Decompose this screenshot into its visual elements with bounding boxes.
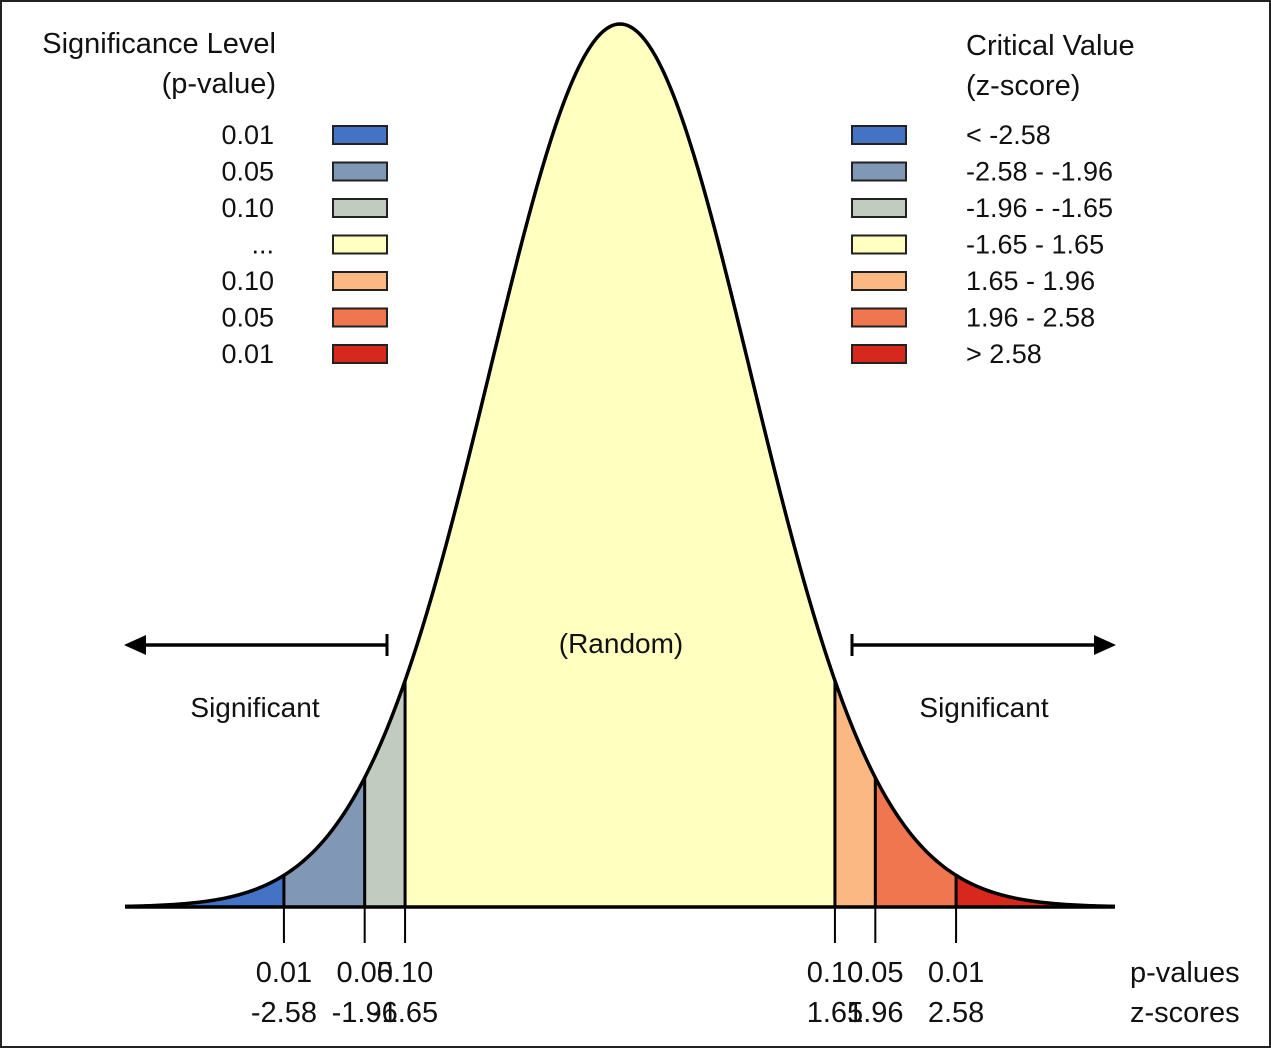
threshold-z-label-6: 2.58 [928, 997, 984, 1029]
bell-curve-outline [124, 22, 1116, 909]
legend-left-label-7: 0.01 [221, 339, 274, 369]
threshold-p-label-6: 0.01 [928, 957, 984, 989]
legend-right-label-1: < -2.58 [966, 120, 1051, 150]
significant-right-arrow [850, 634, 1116, 656]
threshold-p-label-4: 0.10 [807, 957, 863, 989]
threshold-z-label-3: -1.65 [372, 997, 438, 1029]
legend-significance-level: Significance Level (p-value) 0.01 0.05 0.1… [42, 28, 388, 369]
legend-right-label-6: 1.96 - 2.58 [966, 303, 1095, 333]
legend-right-swatch-5 [851, 271, 907, 291]
legend-right-label-4: -1.65 - 1.65 [966, 230, 1104, 260]
legend-right-subtitle: (z-score) [966, 70, 1080, 102]
legend-right-label-3: -1.96 - -1.65 [966, 193, 1113, 223]
threshold-p-label-3: 0.10 [377, 957, 433, 989]
threshold-p-label-5: 0.05 [847, 957, 903, 989]
legend-right-swatch-7 [851, 344, 907, 364]
legend-left-label-1: 0.01 [221, 120, 274, 150]
legend-left-label-3: 0.10 [221, 193, 274, 223]
legend-left-title: Significance Level [42, 28, 276, 60]
legend-right-label-2: -2.58 - -1.96 [966, 157, 1113, 187]
curve-region-3 [364, 680, 406, 907]
legend-left-label-6: 0.05 [221, 303, 274, 333]
legend-right-swatch-2 [851, 161, 907, 182]
threshold-dividers [282, 680, 958, 907]
legend-right-title: Critical Value [966, 30, 1135, 62]
significant-left-label: Significant [190, 692, 319, 723]
curve-region-5 [834, 680, 876, 907]
curve-region-1 [125, 875, 284, 907]
significant-left-arrow [124, 634, 389, 656]
legend-left-label-4: ... [251, 230, 274, 260]
significant-right-label: Significant [919, 692, 1048, 723]
legend-left-entries: 0.01 0.05 0.10... 0.10 0.05 0.01 [221, 120, 388, 369]
legend-critical-value: Critical Value (z-score) < -2.58 -2.58 - … [851, 30, 1135, 369]
legend-left-swatch-1 [332, 125, 388, 145]
legend-left-label-5: 0.10 [221, 266, 274, 296]
legend-left-swatch-3 [332, 198, 388, 218]
legend-right-swatch-6 [851, 307, 907, 328]
threshold-z-label-1: -2.58 [251, 997, 317, 1029]
z-scores-row-label: z-scores [1130, 997, 1240, 1029]
legend-left-label-2: 0.05 [221, 157, 274, 187]
threshold-p-label-1: 0.01 [256, 957, 312, 989]
threshold-z-label-5: 1.96 [847, 997, 903, 1029]
legend-left-swatch-4 [332, 234, 388, 255]
legend-left-swatch-5 [332, 271, 388, 291]
legend-right-swatch-4 [851, 234, 907, 255]
legend-right-entries: < -2.58 -2.58 - -1.96 -1.96 - -1.65 -1.65 -… [851, 120, 1113, 369]
threshold-ticks [282, 907, 958, 943]
legend-right-swatch-1 [851, 125, 907, 145]
legend-left-swatch-6 [332, 307, 388, 328]
p-values-row-label: p-values [1130, 957, 1240, 989]
legend-right-label-7: > 2.58 [966, 339, 1042, 369]
random-label: (Random) [559, 628, 683, 659]
legend-right-label-5: 1.65 - 1.96 [966, 266, 1095, 296]
curve-region-4 [405, 24, 835, 907]
curve-regions [125, 24, 1115, 907]
legend-left-swatch-2 [332, 161, 388, 182]
legend-left-swatch-7 [332, 344, 388, 364]
threshold-labels: 0.01 -2.58 0.05 -1.96 0.10 -1.65 0.10 1.65 0.05 1… [251, 957, 984, 1029]
threshold-p-label-2: 0.05 [336, 957, 392, 989]
threshold-z-label-4: 1.65 [807, 997, 863, 1029]
threshold-z-label-2: -1.96 [332, 997, 398, 1029]
legend-right-swatch-3 [851, 198, 907, 218]
legend-left-subtitle: (p-value) [162, 68, 276, 100]
curve-region-7 [956, 875, 1115, 907]
